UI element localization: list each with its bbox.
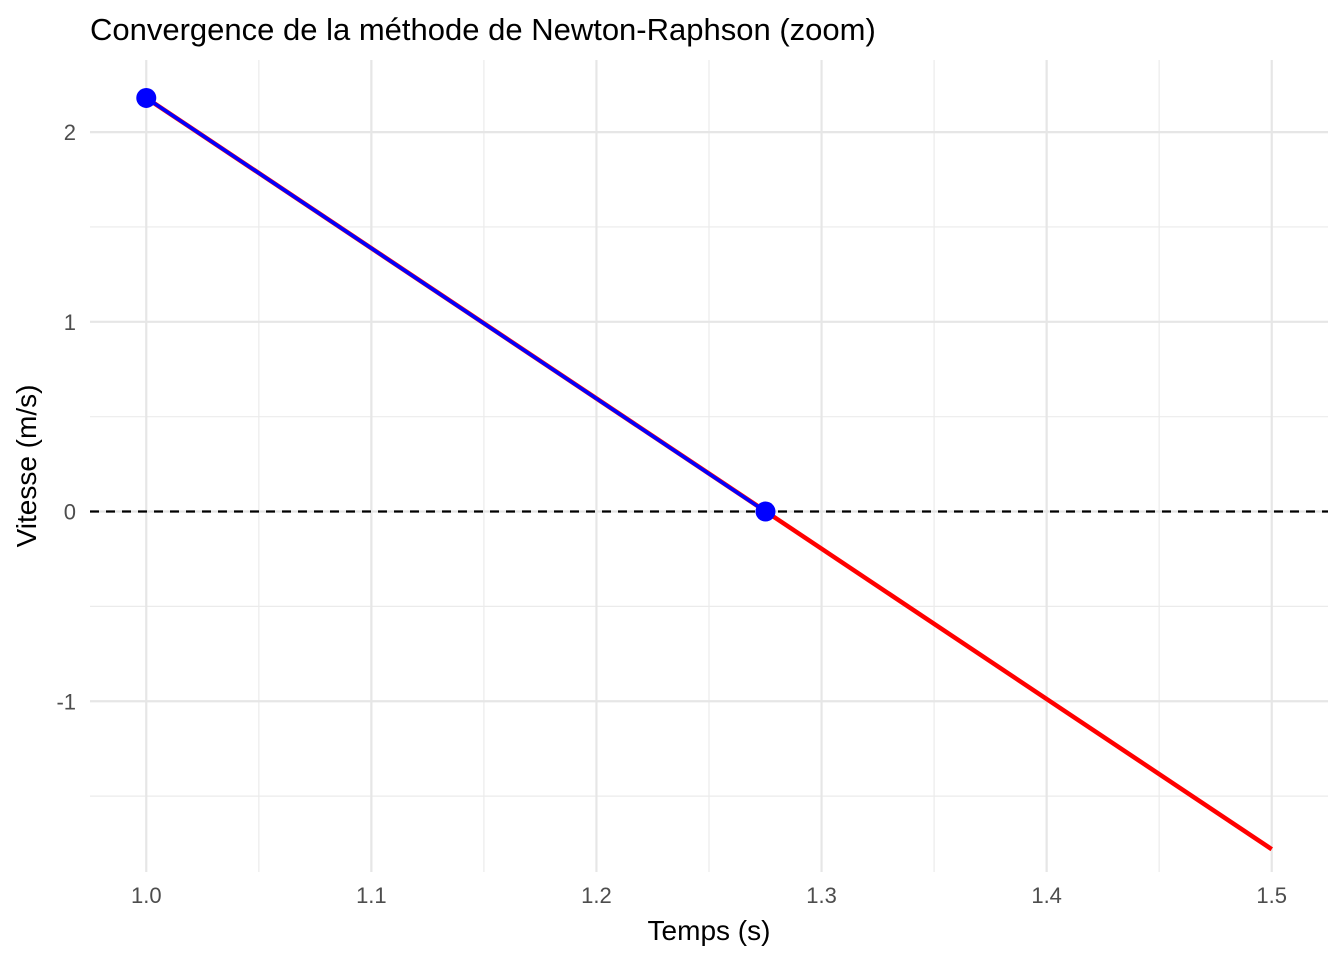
x-tick-label: 1.0 [131, 883, 162, 908]
series-lines [145, 96, 1273, 852]
y-tick-labels: 2 1 0 -1 [56, 120, 76, 714]
major-gridlines [90, 60, 1328, 872]
y-tick-label: 2 [64, 120, 76, 145]
y-axis-title: Vitesse (m/s) [11, 385, 42, 548]
y-tick-label: -1 [56, 689, 76, 714]
minor-gridlines [90, 60, 1328, 872]
x-tick-label: 1.3 [806, 883, 837, 908]
chart-title: Convergence de la méthode de Newton-Raph… [90, 12, 876, 47]
iteration-point [755, 501, 776, 522]
x-axis-title: Temps (s) [648, 915, 771, 946]
x-tick-label: 1.1 [356, 883, 387, 908]
iteration-line [145, 96, 767, 513]
y-tick-label: 0 [64, 500, 76, 525]
x-tick-label: 1.2 [581, 883, 612, 908]
iteration-point [136, 87, 157, 108]
x-tick-label: 1.5 [1256, 883, 1287, 908]
y-tick-label: 1 [64, 310, 76, 335]
iteration-points [136, 87, 776, 522]
x-tick-label: 1.4 [1031, 883, 1062, 908]
x-tick-labels: 1.0 1.1 1.2 1.3 1.4 1.5 [131, 883, 1287, 908]
